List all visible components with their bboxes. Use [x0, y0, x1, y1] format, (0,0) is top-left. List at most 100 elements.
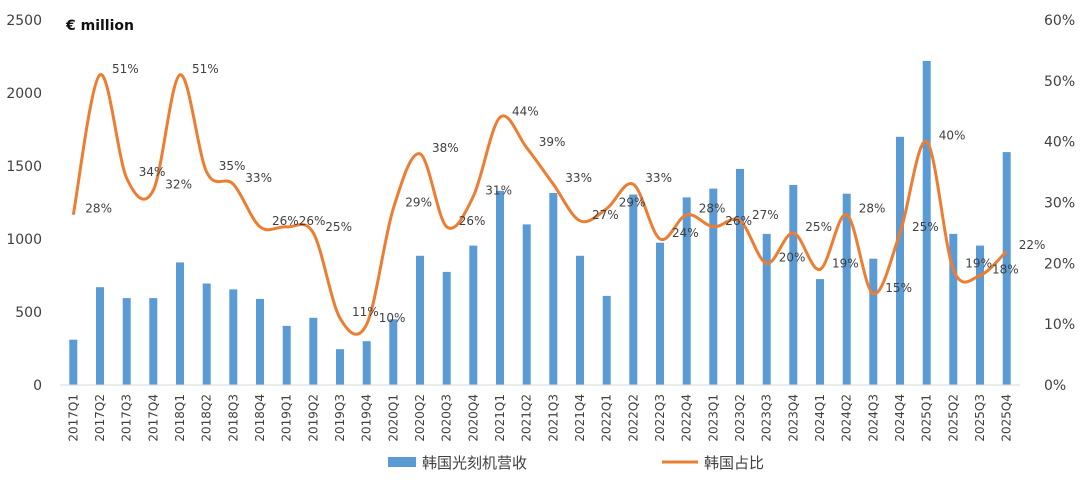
bar-2025Q3 — [976, 245, 984, 385]
x-tick-label: 2019Q3 — [333, 394, 347, 442]
bar-2024Q1 — [816, 279, 824, 385]
x-tick-label: 2020Q4 — [466, 394, 480, 442]
share-label-2023Q2: 27% — [752, 208, 779, 222]
x-tick-label: 2024Q1 — [813, 394, 827, 442]
bar-2020Q2 — [416, 255, 424, 385]
share-label-2023Q4: 25% — [805, 220, 832, 234]
bar-2022Q4 — [682, 197, 691, 385]
share-label-2021Q4: 27% — [592, 208, 619, 222]
bar-2019Q2 — [309, 317, 318, 385]
right-tick-label: 20% — [1044, 256, 1075, 272]
left-tick-label: 1500 — [6, 159, 42, 175]
left-tick-label: 1000 — [6, 232, 42, 248]
share-label-2023Q1: 26% — [725, 214, 752, 228]
x-tick-label: 2025Q1 — [920, 394, 934, 442]
share-label-2020Q1: 29% — [405, 196, 432, 210]
share-label-2021Q1: 44% — [512, 104, 539, 118]
left-axis: 0 500 1000 1500 2000 2500 — [6, 13, 42, 394]
legend: 韩国光刻机营收 韩国占比 — [388, 454, 764, 472]
share-label-2018Q3: 33% — [245, 171, 272, 185]
x-tick-label: 2025Q2 — [946, 394, 960, 442]
share-line — [71, 73, 1008, 336]
bar-2023Q2 — [736, 168, 744, 385]
bar-2019Q3 — [336, 349, 344, 385]
bar-series — [60, 60, 1020, 386]
bar-2025Q1 — [922, 60, 931, 386]
bar-2024Q2 — [842, 193, 851, 385]
x-tick-label: 2022Q3 — [653, 394, 667, 442]
left-tick-label: 500 — [15, 305, 42, 321]
x-tick-label: 2020Q2 — [413, 394, 427, 442]
x-tick-label: 2019Q4 — [360, 394, 374, 442]
x-tick-label: 2024Q2 — [840, 394, 854, 442]
bar-2022Q3 — [656, 242, 664, 385]
right-tick-label: 0% — [1044, 378, 1066, 394]
legend-line-label: 韩国占比 — [704, 454, 764, 472]
x-tick-label: 2020Q3 — [440, 394, 454, 442]
share-label-2019Q4: 10% — [379, 311, 406, 325]
right-tick-label: 30% — [1044, 196, 1075, 212]
bar-2017Q4 — [149, 298, 158, 385]
left-tick-label: 2000 — [6, 86, 42, 102]
share-label-2025Q4: 22% — [1019, 238, 1046, 252]
x-tick-label: 2024Q3 — [866, 394, 880, 442]
x-tick-label: 2021Q2 — [520, 394, 534, 442]
share-label-2020Q3: 26% — [459, 214, 486, 228]
bar-2023Q4 — [789, 185, 798, 385]
bar-2025Q4 — [1002, 152, 1011, 385]
right-axis: 0% 10% 20% 30% 40% 50% 60% — [1044, 13, 1075, 394]
share-label-2025Q3: 18% — [992, 263, 1019, 277]
x-tick-label: 2022Q1 — [600, 394, 614, 442]
x-tick-label: 2021Q4 — [573, 394, 587, 442]
bar-2025Q2 — [949, 233, 958, 385]
x-tick-label: 2017Q1 — [66, 394, 80, 442]
x-tick-label: 2023Q3 — [760, 394, 774, 442]
share-label-2017Q4: 32% — [165, 177, 192, 191]
x-tick-label: 2022Q2 — [626, 394, 640, 442]
share-label-2022Q4: 28% — [699, 202, 726, 216]
x-tick-label: 2018Q2 — [200, 394, 214, 442]
legend-bar-label: 韩国光刻机营收 — [422, 454, 527, 472]
data-labels: 28%51%34%32%51%35%33%26% 26% 25%11% 10%29%3… — [85, 62, 1045, 325]
share-label-2023Q3: 20% — [779, 250, 806, 264]
share-label-2022Q3: 24% — [672, 226, 699, 240]
bar-2020Q4 — [469, 245, 478, 385]
bar-2018Q1 — [176, 262, 184, 385]
share-label-2019Q2: 25% — [325, 220, 352, 234]
share-label-2024Q4: 25% — [912, 220, 939, 234]
share-label-2019Q1: 26% — [299, 214, 326, 228]
x-tick-label: 2019Q1 — [280, 394, 294, 442]
bar-2024Q4 — [896, 136, 904, 385]
share-label-2017Q3: 34% — [139, 165, 166, 179]
share-label-2021Q3: 33% — [565, 171, 592, 185]
bar-2020Q3 — [442, 271, 451, 385]
bar-2023Q3 — [762, 233, 771, 385]
share-label-2024Q2: 28% — [859, 202, 886, 216]
x-tick-label: 2021Q1 — [493, 394, 507, 442]
unit-label: € million — [65, 18, 134, 34]
x-tick-label: 2024Q4 — [893, 394, 907, 442]
bar-2018Q4 — [256, 298, 264, 385]
x-tick-label: 2023Q2 — [733, 394, 747, 442]
x-tick-label: 2022Q4 — [680, 394, 694, 442]
bar-2019Q4 — [362, 341, 371, 385]
share-label-2017Q1: 28% — [85, 202, 112, 216]
share-label-2020Q2: 38% — [432, 141, 459, 155]
bar-2021Q3 — [549, 193, 558, 385]
x-tick-label: 2023Q1 — [706, 394, 720, 442]
bar-2017Q3 — [122, 298, 131, 385]
x-tick-label: 2017Q4 — [146, 394, 160, 442]
x-tick-label: 2018Q3 — [226, 394, 240, 442]
x-tick-label: 2020Q1 — [386, 394, 400, 442]
bar-2019Q1 — [282, 325, 291, 385]
share-label-2021Q2: 39% — [539, 135, 566, 149]
share-label-2025Q1: 40% — [939, 129, 966, 143]
left-tick-label: 2500 — [6, 13, 42, 29]
bar-2018Q2 — [202, 283, 211, 385]
share-label-2022Q1: 29% — [619, 196, 646, 210]
x-tick-label: 2023Q4 — [786, 394, 800, 442]
share-label-2020Q4: 31% — [485, 183, 512, 197]
share-label-2025Q2: 19% — [965, 256, 992, 270]
